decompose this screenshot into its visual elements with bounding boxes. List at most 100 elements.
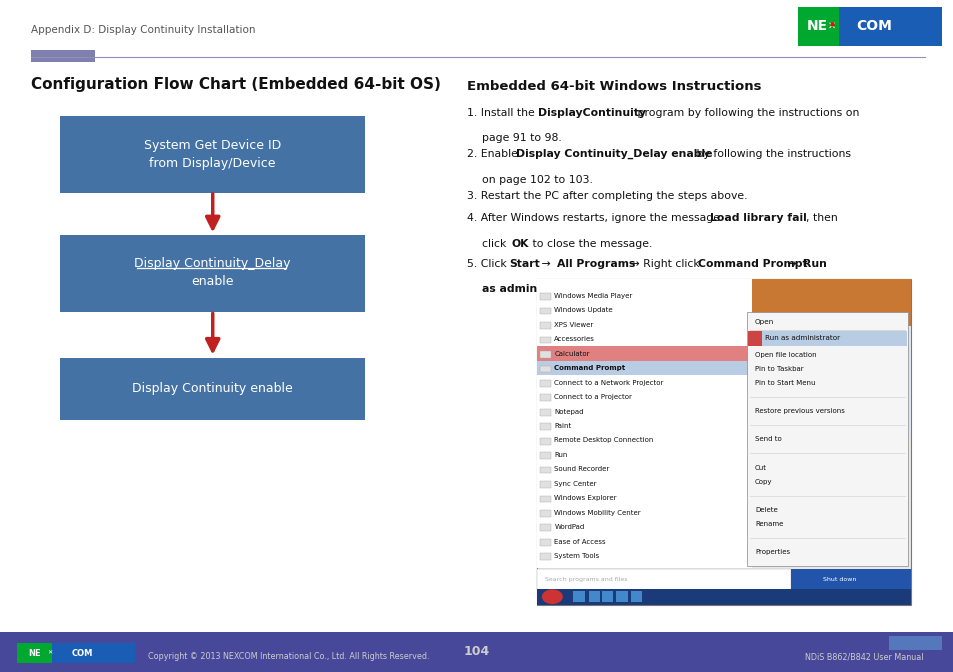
Text: NE: NE [806,19,827,33]
Text: Windows Mobility Center: Windows Mobility Center [554,510,640,515]
Text: Ease of Access: Ease of Access [554,539,605,544]
Text: ✕: ✕ [47,650,52,656]
Text: 2. Enable: 2. Enable [467,149,521,159]
Text: 4. After Windows restarts, ignore the message: 4. After Windows restarts, ignore the me… [467,213,723,223]
Bar [746,312,907,566]
Text: Search programs and files: Search programs and files [544,577,626,582]
Text: Sync Center: Sync Center [554,481,597,487]
Bar [539,496,551,503]
Bar [537,279,751,568]
Text: Notepad: Notepad [554,409,583,415]
Text: → Right click: → Right click [626,259,702,269]
Bar [573,591,584,602]
Bar [539,394,551,401]
Bar [747,331,760,346]
Bar [539,466,551,473]
Bar [539,323,551,329]
Bar [539,438,551,445]
Bar [0,632,953,672]
Text: Start: Start [509,259,539,269]
Bar [537,519,751,534]
Bar [539,337,551,343]
Text: Pin to Start Menu: Pin to Start Menu [754,380,815,386]
FancyBboxPatch shape [60,358,365,420]
Bar [539,423,551,430]
Bar [747,331,906,346]
Text: →: → [537,259,554,269]
Bar [539,510,551,517]
Text: WordPad: WordPad [554,524,584,530]
Text: Sound Recorder: Sound Recorder [554,466,609,472]
Text: Run: Run [554,452,567,458]
Bar [539,409,551,415]
Text: , then: , then [805,213,837,223]
Text: Windows Media Player: Windows Media Player [554,293,632,299]
Bar [537,346,751,360]
Bar [537,332,751,346]
Bar [537,534,751,548]
Text: System Get Device ID
from Display/Device: System Get Device ID from Display/Device [144,139,281,170]
Bar [539,308,551,314]
Text: Command Prompt: Command Prompt [698,259,807,269]
Text: Configuration Flow Chart (Embedded 64-bit OS): Configuration Flow Chart (Embedded 64-bi… [30,77,440,92]
Text: Calculator: Calculator [554,351,589,357]
Text: OK: OK [511,239,528,249]
Text: Connect to a Network Projector: Connect to a Network Projector [554,380,663,386]
Text: Remote Desktop Connection: Remote Desktop Connection [554,437,653,444]
Bar [537,404,751,418]
Bar [537,569,791,590]
Text: 1. Install the: 1. Install the [467,108,538,118]
Bar [539,293,551,300]
Text: COM: COM [855,19,891,33]
Bar [539,366,551,372]
Bar [537,279,910,605]
Bar [616,591,627,602]
Text: →: → [783,259,800,269]
Text: Copy: Copy [754,478,772,485]
Text: Paint: Paint [554,423,571,429]
Bar [838,7,941,46]
Text: Display Continuity enable: Display Continuity enable [132,382,293,395]
Bar [537,462,751,476]
Text: click: click [481,239,509,249]
Text: Copyright © 2013 NEXCOM International Co., Ltd. All Rights Reserved.: Copyright © 2013 NEXCOM International Co… [148,652,429,661]
Bar [791,569,910,590]
Text: Open file location: Open file location [754,351,816,358]
Text: Connect to a Projector: Connect to a Projector [554,394,632,400]
Bar [539,380,551,387]
Text: All Programs: All Programs [557,259,635,269]
Bar [17,643,51,663]
Bar [537,288,751,302]
Bar [537,505,751,519]
Bar [539,481,551,488]
Text: Appendix D: Display Continuity Installation: Appendix D: Display Continuity Installat… [30,26,254,35]
Circle shape [541,589,562,604]
Text: Properties: Properties [754,549,789,555]
Text: Pin to Taskbar: Pin to Taskbar [754,366,802,372]
Text: program by following the instructions on: program by following the instructions on [634,108,859,118]
Bar [539,351,551,358]
Text: Command Prompt: Command Prompt [554,366,625,371]
Text: Embedded 64-bit Windows Instructions: Embedded 64-bit Windows Instructions [467,80,761,93]
Text: XPS Viewer: XPS Viewer [554,322,593,328]
Text: Cut: Cut [754,464,766,470]
Text: Windows Update: Windows Update [554,308,612,313]
Text: Restore previous versions: Restore previous versions [754,408,844,414]
Bar [537,390,751,404]
Text: 3. Restart the PC after completing the steps above.: 3. Restart the PC after completing the s… [467,191,747,201]
Bar [539,554,551,560]
Bar [537,346,751,360]
Text: Send to: Send to [754,436,781,442]
Bar [630,591,641,602]
Bar [537,360,751,375]
Text: NE: NE [28,648,41,658]
Bar [537,491,751,505]
Text: DisplayContinuity: DisplayContinuity [537,108,645,118]
Text: NDiS B862/B842 User Manual: NDiS B862/B842 User Manual [804,652,923,661]
Text: 5. Click: 5. Click [467,259,510,269]
FancyBboxPatch shape [60,116,365,193]
Text: Delete: Delete [754,507,777,513]
Text: on page 102 to 103.: on page 102 to 103. [481,175,592,185]
Text: 104: 104 [463,645,490,659]
Bar [537,418,751,433]
